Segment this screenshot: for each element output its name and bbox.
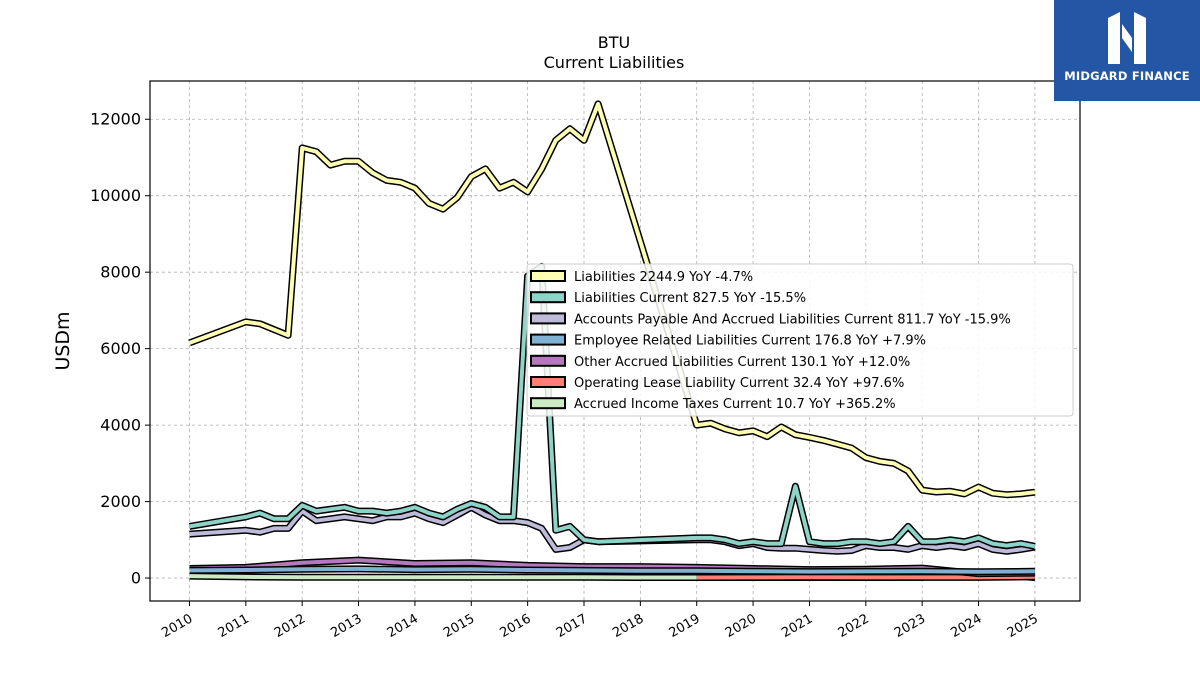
series-5 (696, 573, 1035, 581)
x-tick-label: 2025 (1005, 611, 1041, 641)
legend-swatch (530, 354, 566, 367)
legend: Liabilities 2244.9 YoY -4.7% Liabilities … (526, 263, 1074, 417)
x-axis-ticks: 2010 2011 2012 2013 2014 2015 2016 2017 2018 2019… (159, 601, 1041, 641)
x-tick-label: 2014 (385, 611, 421, 641)
x-tick-label: 2017 (554, 611, 590, 641)
x-tick-label: 2018 (610, 611, 646, 641)
legend-entry: Liabilities Current 827.5 YoY -15.5% (574, 291, 806, 306)
legend-swatch (530, 397, 566, 410)
brand-logo: MIDGARD FINANCE (1054, 0, 1200, 101)
series-line (696, 574, 1035, 580)
legend-entry: Other Accrued Liabilities Current 130.1 … (574, 355, 910, 370)
x-tick-label: 2011 (216, 611, 252, 641)
brand-mark-icon (1108, 12, 1146, 64)
series-line (188, 101, 1036, 497)
x-tick-label: 2022 (836, 611, 872, 641)
x-tick-label: 2016 (497, 611, 533, 641)
series-line (189, 566, 1035, 574)
y-tick-label: 8000 (100, 263, 141, 282)
series-3 (189, 565, 1035, 576)
y-tick-label: 12000 (90, 110, 141, 129)
y-tick-label: 10000 (90, 186, 141, 205)
x-tick-label: 2021 (779, 611, 815, 641)
legend-entry: Employee Related Liabilities Current 176… (574, 334, 926, 349)
y-tick-label: 6000 (100, 339, 141, 358)
x-tick-label: 2023 (892, 611, 928, 641)
chart-subtitle: Current Liabilities (544, 53, 685, 72)
legend-entry: Liabilities 2244.9 YoY -4.7% (574, 270, 753, 285)
y-tick-label: 2000 (100, 492, 141, 511)
legend-box (526, 263, 1074, 417)
brand-name: MIDGARD FINANCE (1064, 69, 1190, 83)
legend-swatch (530, 333, 566, 346)
series-0 (188, 100, 1036, 499)
series-line (189, 264, 1036, 549)
x-tick-label: 2020 (723, 611, 759, 641)
x-tick-label: 2012 (272, 611, 308, 641)
y-axis-label: USDm (52, 311, 74, 370)
x-tick-label: 2013 (328, 611, 364, 641)
y-axis-ticks: 0 2000 4000 6000 8000 10000 12000 (90, 110, 150, 588)
legend-entry: Accrued Income Taxes Current 10.7 YoY +3… (574, 397, 896, 412)
legend-swatch (530, 291, 566, 304)
x-tick-label: 2010 (159, 611, 195, 641)
legend-swatch (530, 376, 566, 388)
y-tick-label: 4000 (100, 416, 141, 435)
x-tick-label: 2019 (667, 611, 703, 641)
x-tick-label: 2024 (948, 611, 984, 641)
x-tick-label: 2015 (441, 611, 477, 641)
legend-swatch (530, 312, 566, 325)
y-tick-label: 0 (131, 569, 141, 588)
series-1 (188, 262, 1036, 550)
chart-title: BTU (598, 33, 630, 52)
legend-swatch (530, 270, 566, 282)
series-lines (188, 100, 1036, 582)
legend-entry: Accounts Payable And Accrued Liabilities… (574, 312, 1011, 327)
plot-frame (149, 80, 1081, 602)
legend-entry: Operating Lease Liability Current 32.4 Y… (574, 376, 904, 391)
